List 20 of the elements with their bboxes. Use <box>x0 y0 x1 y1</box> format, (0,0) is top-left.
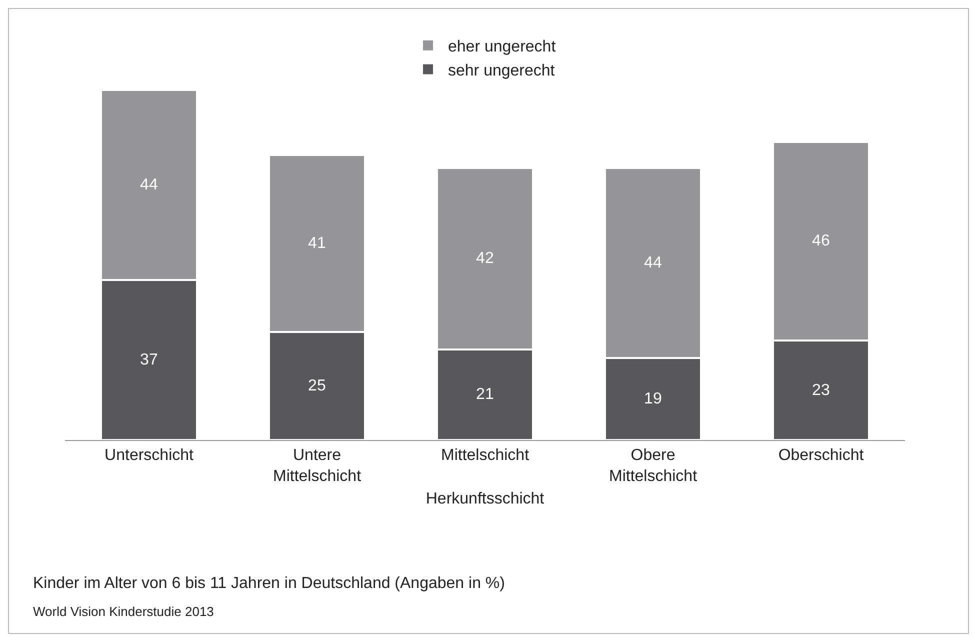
text: World Vision Kinderstudie 2013 <box>33 604 214 619</box>
x-tick-label: Unterschicht <box>104 447 194 464</box>
data-label: 41 <box>308 234 326 252</box>
data-label: 21 <box>476 386 494 404</box>
legend-label: sehr ungerecht <box>448 62 556 80</box>
x-tick-label: Oberschicht <box>778 447 864 464</box>
data-label: 37 <box>140 352 158 369</box>
x-tick-label: Untere Mittelschicht <box>272 447 362 485</box>
data-label: 25 <box>308 377 326 394</box>
data-label: 23 <box>812 382 830 399</box>
data-label: 46 <box>812 232 830 250</box>
legend-label: eher ungerecht <box>448 38 556 56</box>
x-tick-label: Obere Mittelschicht <box>608 447 698 485</box>
data-label: 44 <box>644 254 662 272</box>
data-label: 19 <box>644 390 662 408</box>
data-label: 42 <box>476 250 494 268</box>
text: Kinder im Alter von 6 bis 11 Jahren in Deutschland (Angaben in %) <box>33 575 505 592</box>
x-axis-title: Herkunftsschicht <box>426 490 545 508</box>
data-label: 44 <box>140 176 158 194</box>
x-tick-label: Mittelschicht <box>440 447 530 464</box>
